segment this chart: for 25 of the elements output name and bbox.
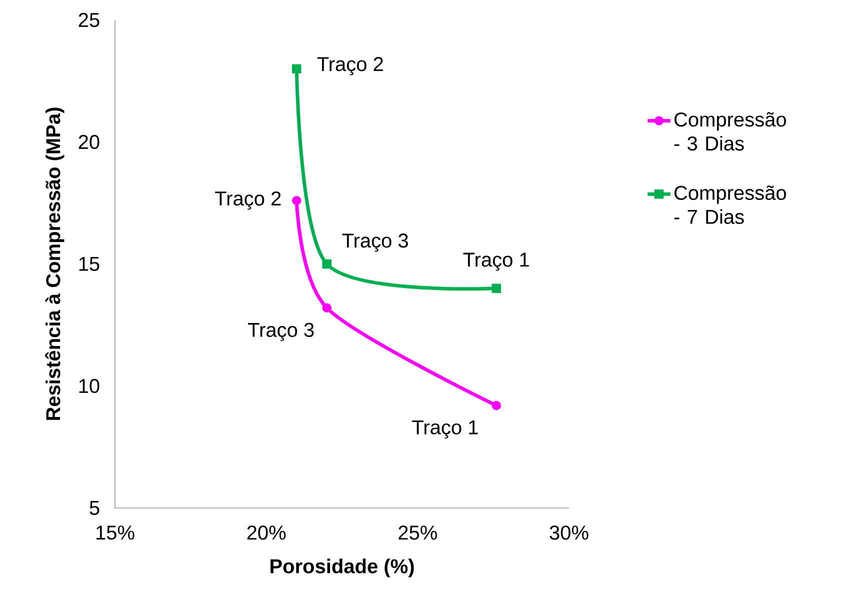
point: [492, 284, 501, 293]
y-tick-label: 25: [78, 12, 100, 28]
x-tick-label: 20%: [247, 526, 286, 540]
annotation: Traço 3: [248, 322, 314, 342]
x-axis-title: Porosidade (%): [270, 558, 414, 578]
point: [292, 64, 302, 74]
y-tick-label: 15: [79, 257, 100, 271]
annotation: Traço 3: [342, 234, 408, 252]
annotation: Traço 1: [463, 252, 529, 271]
point: [292, 196, 302, 206]
x-tick-label: 15%: [96, 526, 134, 540]
legend-label: Compressão - 7 Dias: [674, 185, 786, 224]
annotation: Traço 2: [317, 57, 383, 76]
point: [322, 303, 332, 313]
point: [492, 400, 501, 410]
x-tick-label: 30%: [550, 526, 588, 540]
legend-label: Compressão - 3 Dias: [674, 112, 786, 151]
point: [322, 259, 332, 269]
y-tick-label: 10: [79, 378, 100, 394]
y-tick-label: 5: [90, 501, 100, 515]
y-axis-title: Resistência à Compressão (MPa): [45, 108, 64, 420]
x-tick-label: 25%: [398, 526, 437, 540]
y-tick-label: 20: [78, 134, 100, 150]
annotation: Traço 1: [412, 420, 478, 438]
annotation: Traço 2: [215, 191, 281, 210]
